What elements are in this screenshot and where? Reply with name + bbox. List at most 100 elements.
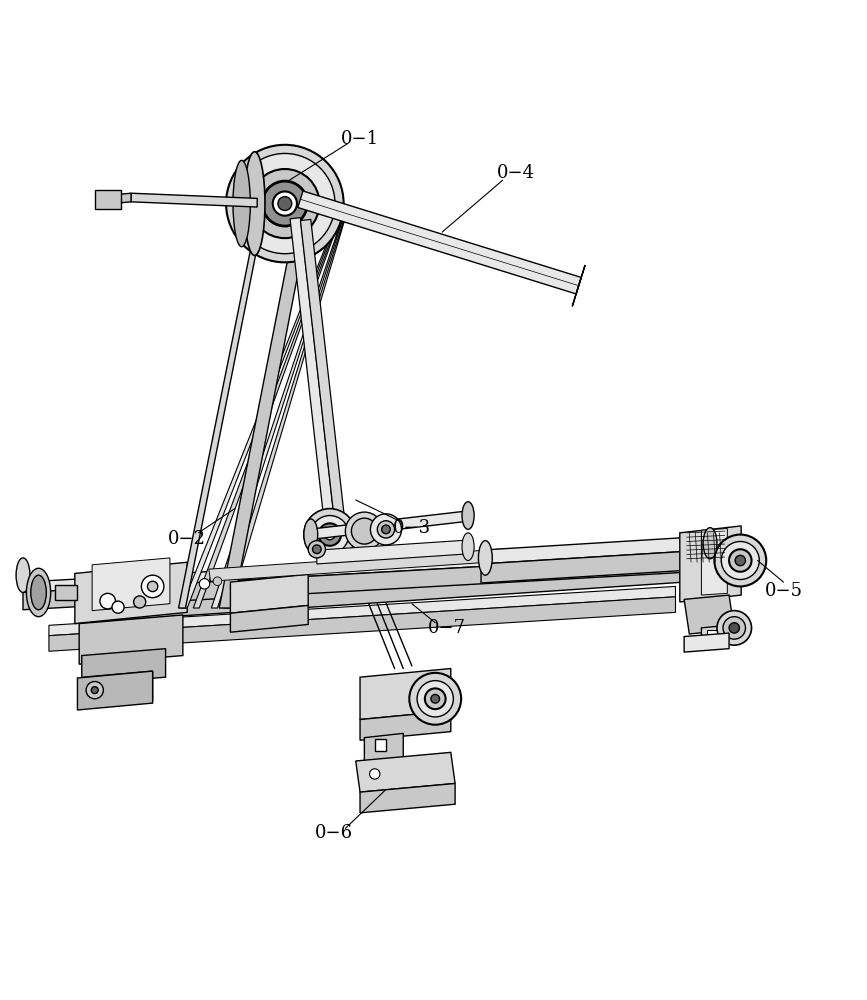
Polygon shape: [481, 550, 706, 583]
Polygon shape: [224, 208, 349, 608]
Ellipse shape: [30, 575, 46, 610]
Circle shape: [273, 191, 297, 216]
Polygon shape: [209, 548, 513, 581]
Circle shape: [377, 521, 394, 538]
Ellipse shape: [16, 558, 29, 592]
Polygon shape: [49, 586, 675, 636]
Text: 0−7: 0−7: [427, 619, 466, 637]
Circle shape: [86, 681, 103, 699]
Circle shape: [735, 555, 746, 566]
Circle shape: [729, 549, 752, 572]
Bar: [95, 190, 121, 209]
Polygon shape: [112, 193, 131, 204]
Circle shape: [213, 577, 222, 586]
Ellipse shape: [303, 519, 317, 550]
Polygon shape: [290, 218, 335, 527]
Circle shape: [310, 516, 349, 554]
Ellipse shape: [27, 568, 50, 617]
Circle shape: [134, 596, 146, 608]
Polygon shape: [75, 539, 723, 604]
Ellipse shape: [479, 541, 492, 575]
Polygon shape: [298, 191, 581, 294]
Polygon shape: [81, 649, 166, 684]
Circle shape: [226, 145, 343, 262]
Polygon shape: [79, 615, 183, 664]
Polygon shape: [23, 543, 710, 592]
Circle shape: [100, 593, 115, 609]
Polygon shape: [219, 208, 310, 608]
Circle shape: [318, 523, 341, 546]
Circle shape: [199, 579, 210, 589]
Text: 0−3: 0−3: [393, 519, 431, 537]
Ellipse shape: [703, 528, 717, 559]
Polygon shape: [680, 526, 741, 602]
Bar: [55, 585, 76, 600]
Circle shape: [251, 169, 319, 238]
Circle shape: [324, 529, 335, 540]
Bar: [707, 630, 722, 640]
Circle shape: [141, 575, 164, 598]
Text: 0−1: 0−1: [341, 130, 379, 148]
Circle shape: [303, 509, 355, 560]
Polygon shape: [212, 208, 347, 608]
Text: 0−6: 0−6: [315, 824, 353, 842]
Circle shape: [714, 535, 766, 586]
Polygon shape: [231, 574, 308, 613]
Polygon shape: [684, 633, 729, 652]
Polygon shape: [23, 554, 710, 610]
Circle shape: [312, 545, 321, 554]
Circle shape: [112, 601, 124, 613]
Polygon shape: [83, 671, 153, 707]
Text: 0−5: 0−5: [765, 582, 803, 600]
Polygon shape: [77, 671, 153, 710]
Polygon shape: [49, 597, 675, 651]
Circle shape: [729, 623, 740, 633]
Ellipse shape: [462, 502, 474, 529]
Polygon shape: [301, 219, 345, 527]
Ellipse shape: [462, 533, 474, 560]
Circle shape: [431, 694, 440, 703]
Polygon shape: [75, 562, 187, 624]
Circle shape: [417, 681, 453, 717]
Circle shape: [717, 611, 752, 645]
Polygon shape: [316, 540, 473, 564]
Polygon shape: [701, 625, 727, 648]
Polygon shape: [308, 510, 473, 540]
Polygon shape: [684, 595, 734, 634]
Circle shape: [345, 512, 383, 550]
Bar: [375, 739, 386, 751]
Text: 0−4: 0−4: [497, 164, 535, 182]
Polygon shape: [231, 605, 308, 632]
Polygon shape: [701, 529, 727, 595]
Polygon shape: [92, 558, 170, 611]
Polygon shape: [75, 582, 79, 623]
Polygon shape: [79, 560, 723, 623]
Circle shape: [263, 181, 307, 226]
Circle shape: [409, 673, 461, 725]
Polygon shape: [481, 536, 706, 564]
Circle shape: [425, 688, 446, 709]
Circle shape: [147, 581, 158, 592]
Circle shape: [278, 197, 292, 210]
Ellipse shape: [233, 160, 251, 247]
Polygon shape: [179, 208, 265, 608]
Polygon shape: [572, 265, 585, 306]
Polygon shape: [131, 193, 257, 207]
Circle shape: [235, 153, 335, 254]
Ellipse shape: [244, 152, 265, 255]
Polygon shape: [181, 208, 342, 608]
Polygon shape: [355, 752, 455, 792]
Circle shape: [369, 769, 380, 779]
Polygon shape: [193, 208, 343, 608]
Circle shape: [370, 514, 401, 545]
Polygon shape: [360, 669, 451, 720]
Circle shape: [381, 525, 390, 534]
Circle shape: [721, 541, 759, 580]
Polygon shape: [360, 783, 455, 813]
Circle shape: [308, 541, 325, 558]
Text: 0−2: 0−2: [168, 530, 206, 548]
Polygon shape: [360, 711, 451, 740]
Circle shape: [91, 687, 98, 694]
Circle shape: [351, 518, 377, 544]
Polygon shape: [364, 733, 403, 764]
